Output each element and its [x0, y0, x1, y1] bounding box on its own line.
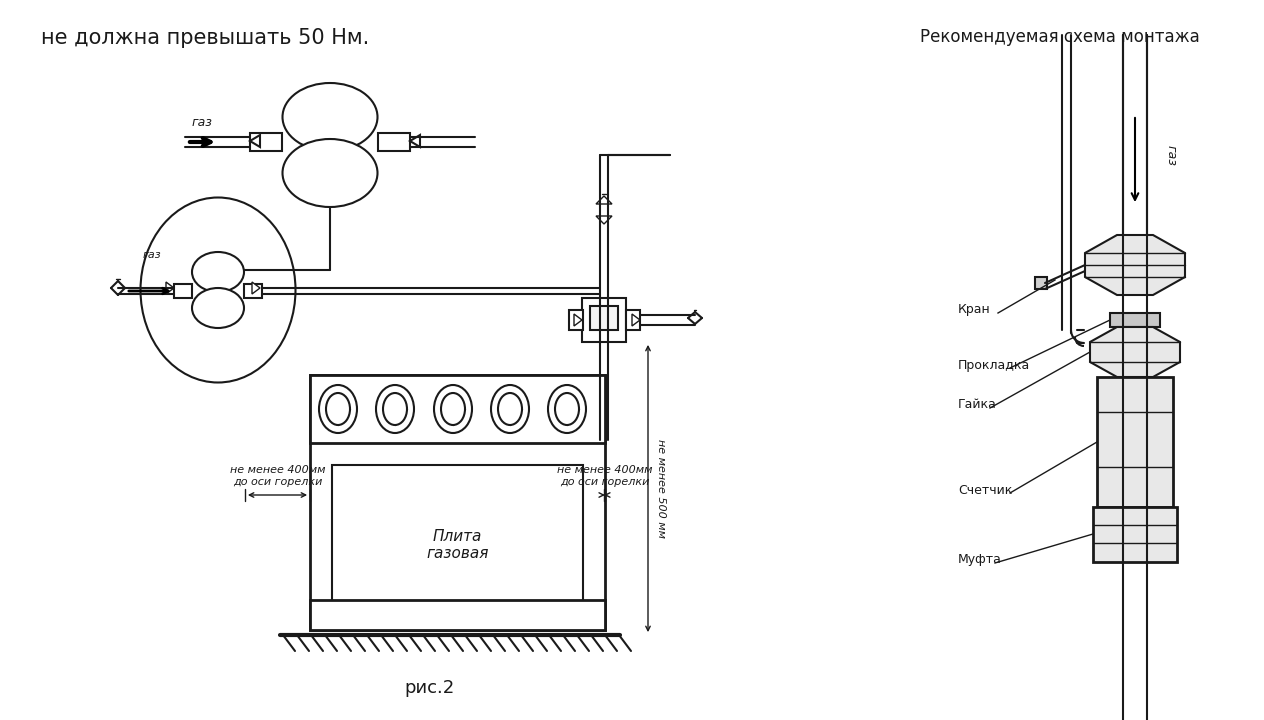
Bar — [378, 133, 410, 151]
Text: газ: газ — [143, 250, 162, 260]
Circle shape — [319, 152, 341, 174]
Bar — [1110, 313, 1160, 327]
Bar — [303, 90, 356, 135]
Bar — [310, 600, 605, 630]
Ellipse shape — [282, 139, 378, 207]
Polygon shape — [250, 135, 260, 147]
Text: газ: газ — [192, 116, 212, 129]
Text: Рекомендуемая схема монтажа: Рекомендуемая схема монтажа — [920, 28, 1200, 46]
Text: Прокладка: Прокладка — [958, 359, 1030, 372]
Bar — [310, 375, 605, 630]
Bar — [250, 133, 282, 151]
Bar — [1035, 277, 1047, 289]
Bar — [569, 310, 583, 330]
Ellipse shape — [549, 385, 586, 433]
Ellipse shape — [383, 393, 407, 425]
Ellipse shape — [375, 385, 415, 433]
Bar — [590, 306, 618, 330]
Text: газ: газ — [1165, 145, 1178, 166]
Ellipse shape — [434, 385, 471, 433]
Text: не менее 500 мм: не менее 500 мм — [656, 439, 666, 538]
Ellipse shape — [441, 393, 465, 425]
Text: не менее 400мм
до оси горелки: не менее 400мм до оси горелки — [556, 465, 652, 487]
Bar — [244, 284, 262, 298]
Polygon shape — [597, 196, 612, 204]
Polygon shape — [1085, 235, 1186, 295]
Polygon shape — [574, 314, 581, 326]
Circle shape — [211, 291, 225, 305]
Bar — [626, 310, 640, 330]
Ellipse shape — [282, 83, 378, 151]
Ellipse shape — [326, 393, 350, 425]
Polygon shape — [252, 282, 260, 294]
Bar — [204, 258, 233, 286]
Text: не должна превышать 50 Нм.: не должна превышать 50 Нм. — [40, 28, 369, 48]
Text: Муфта: Муфта — [958, 554, 1002, 567]
Polygon shape — [410, 135, 420, 147]
Bar — [1097, 377, 1173, 507]
Text: Счетчик: Счетчик — [958, 484, 1012, 497]
Text: Плита
газовая: Плита газовая — [426, 528, 489, 561]
Text: Гайка: Гайка — [958, 398, 997, 412]
Ellipse shape — [498, 393, 522, 425]
Text: рис.2: рис.2 — [404, 679, 455, 697]
Text: Кран: Кран — [958, 304, 991, 317]
Bar — [332, 465, 583, 610]
Polygon shape — [597, 216, 612, 224]
Ellipse shape — [555, 393, 579, 425]
Bar — [1093, 507, 1177, 562]
Polygon shape — [1090, 327, 1181, 377]
Ellipse shape — [192, 288, 244, 328]
Polygon shape — [166, 282, 174, 294]
Ellipse shape — [490, 385, 530, 433]
Polygon shape — [632, 314, 640, 326]
Ellipse shape — [319, 385, 356, 433]
Bar — [174, 284, 192, 298]
Bar — [310, 375, 605, 443]
Bar — [581, 298, 626, 342]
Text: не менее 400мм
до оси горелки: не менее 400мм до оси горелки — [230, 465, 325, 487]
Ellipse shape — [192, 252, 244, 292]
